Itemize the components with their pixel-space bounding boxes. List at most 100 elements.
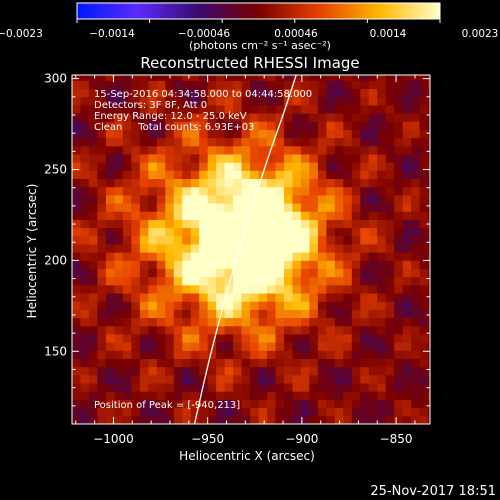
- heatmap-cell: [190, 235, 200, 245]
- heatmap-cell: [80, 293, 90, 302]
- heatmap-cell: [360, 383, 370, 392]
- heatmap-cell: [394, 145, 404, 155]
- heatmap-cell: [283, 121, 293, 130]
- heatmap-cell: [233, 366, 242, 376]
- heatmap-cell: [97, 75, 107, 81]
- heatmap-cell: [105, 104, 115, 114]
- x-tick-label: −850: [380, 432, 413, 446]
- heatmap-cell: [173, 145, 183, 155]
- heatmap-cell: [250, 113, 259, 122]
- heatmap-cell: [250, 350, 259, 359]
- heatmap-cell: [360, 211, 370, 220]
- heatmap-cell: [309, 80, 319, 90]
- heatmap-cell: [360, 203, 370, 212]
- heatmap-cell: [190, 276, 200, 286]
- heatmap-cell: [131, 219, 141, 229]
- heatmap-cell: [148, 227, 158, 237]
- heatmap-cell: [148, 276, 158, 286]
- heatmap-cell: [300, 137, 310, 147]
- heatmap-cell: [309, 407, 319, 417]
- heatmap-cell: [343, 342, 353, 351]
- heatmap-cell: [326, 317, 336, 327]
- heatmap-cell: [292, 80, 302, 90]
- heatmap-cell: [105, 252, 115, 261]
- heatmap-cell: [343, 415, 353, 424]
- heatmap-cell: [80, 399, 90, 409]
- heatmap-cell: [377, 227, 387, 237]
- heatmap-cell: [317, 383, 327, 392]
- heatmap-cell: [148, 407, 158, 417]
- heatmap-cell: [216, 194, 226, 204]
- heatmap-cell: [428, 121, 430, 130]
- heatmap-cell: [139, 121, 149, 130]
- heatmap-cell: [402, 75, 412, 81]
- heatmap-cell: [139, 325, 149, 335]
- heatmap-cell: [139, 252, 149, 261]
- heatmap-cell: [258, 121, 268, 130]
- heatmap-cell: [199, 415, 209, 424]
- heatmap-cell: [300, 350, 310, 359]
- heatmap-cell: [428, 415, 430, 424]
- heatmap-cell: [88, 186, 98, 196]
- heatmap-cell: [351, 399, 361, 409]
- heatmap-cell: [122, 350, 132, 359]
- heatmap-cell: [343, 260, 353, 269]
- heatmap-cell: [182, 170, 192, 180]
- heatmap-cell: [105, 293, 115, 302]
- heatmap-cell: [233, 268, 242, 278]
- heatmap-cell: [190, 358, 200, 368]
- heatmap-cell: [139, 293, 149, 302]
- heatmap-cell: [80, 235, 90, 245]
- heatmap-cell: [224, 358, 234, 368]
- heatmap-cell: [275, 170, 285, 180]
- heatmap-cell: [114, 75, 124, 81]
- heatmap-cell: [343, 374, 353, 384]
- heatmap-cell: [258, 227, 268, 237]
- heatmap-cell: [72, 227, 81, 237]
- heatmap-cell: [377, 301, 387, 310]
- heatmap-cell: [300, 374, 310, 384]
- heatmap-cell: [216, 227, 226, 237]
- heatmap-cell: [360, 75, 370, 81]
- heatmap-cell: [411, 391, 421, 400]
- heatmap-cell: [419, 301, 429, 310]
- heatmap-cell: [88, 113, 98, 122]
- heatmap-cell: [377, 203, 387, 212]
- heatmap-cell: [156, 342, 166, 351]
- heatmap-cell: [309, 317, 319, 327]
- heatmap-cell: [428, 358, 430, 368]
- heatmap-cell: [72, 391, 81, 400]
- heatmap-cell: [165, 317, 175, 327]
- heatmap-cell: [207, 309, 217, 319]
- heatmap-cell: [241, 317, 251, 327]
- heatmap-cell: [334, 145, 344, 155]
- heatmap-cell: [351, 129, 361, 139]
- heatmap-cell: [182, 374, 192, 384]
- heatmap-cell: [148, 129, 158, 139]
- heatmap-cell: [182, 260, 192, 269]
- heatmap-cell: [165, 137, 175, 147]
- heatmap-cell: [292, 129, 302, 139]
- heatmap-cell: [182, 80, 192, 90]
- heatmap-cell: [88, 137, 98, 147]
- heatmap-cell: [428, 113, 430, 122]
- heatmap-cell: [139, 96, 149, 106]
- heatmap-cell: [326, 391, 336, 400]
- heatmap-cell: [216, 260, 226, 269]
- heatmap-cell: [224, 301, 234, 310]
- heatmap-cell: [275, 219, 285, 229]
- heatmap-cell: [207, 121, 217, 130]
- heatmap-cell: [326, 399, 336, 409]
- heatmap-cell: [131, 366, 141, 376]
- heatmap-cell: [216, 96, 226, 106]
- heatmap-cell: [88, 170, 98, 180]
- heatmap-cell: [283, 137, 293, 147]
- heatmap-cell: [419, 219, 429, 229]
- heatmap-cell: [241, 407, 251, 417]
- heatmap-cell: [317, 203, 327, 212]
- heatmap-cell: [394, 211, 404, 220]
- heatmap-cell: [233, 260, 242, 269]
- heatmap-cell: [317, 284, 327, 294]
- heatmap-cell: [351, 96, 361, 106]
